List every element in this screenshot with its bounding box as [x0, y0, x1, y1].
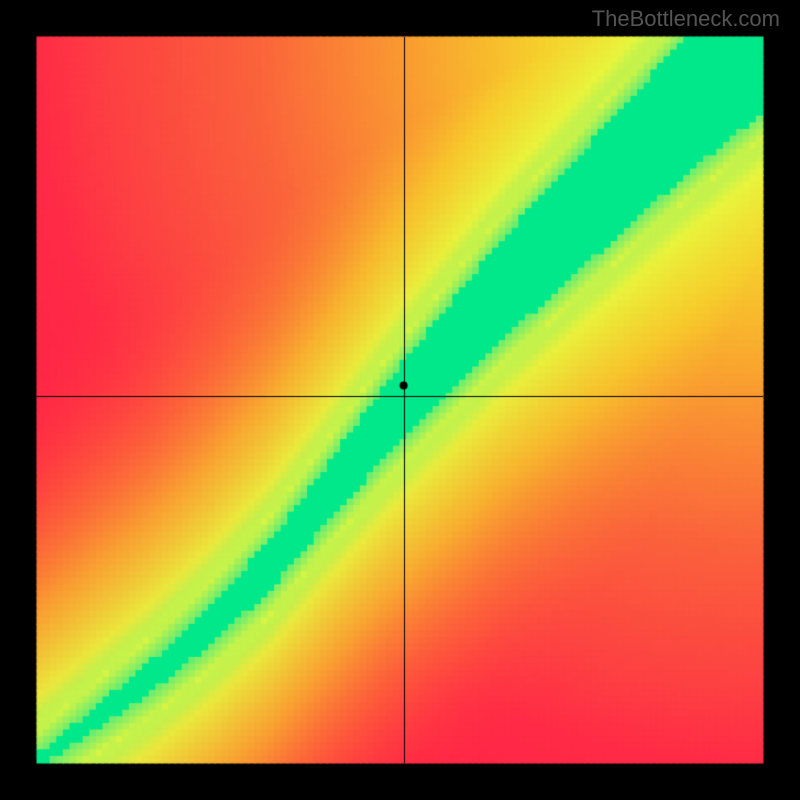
watermark-text: TheBottleneck.com — [592, 6, 780, 32]
bottleneck-heatmap — [0, 0, 800, 800]
chart-container: TheBottleneck.com — [0, 0, 800, 800]
